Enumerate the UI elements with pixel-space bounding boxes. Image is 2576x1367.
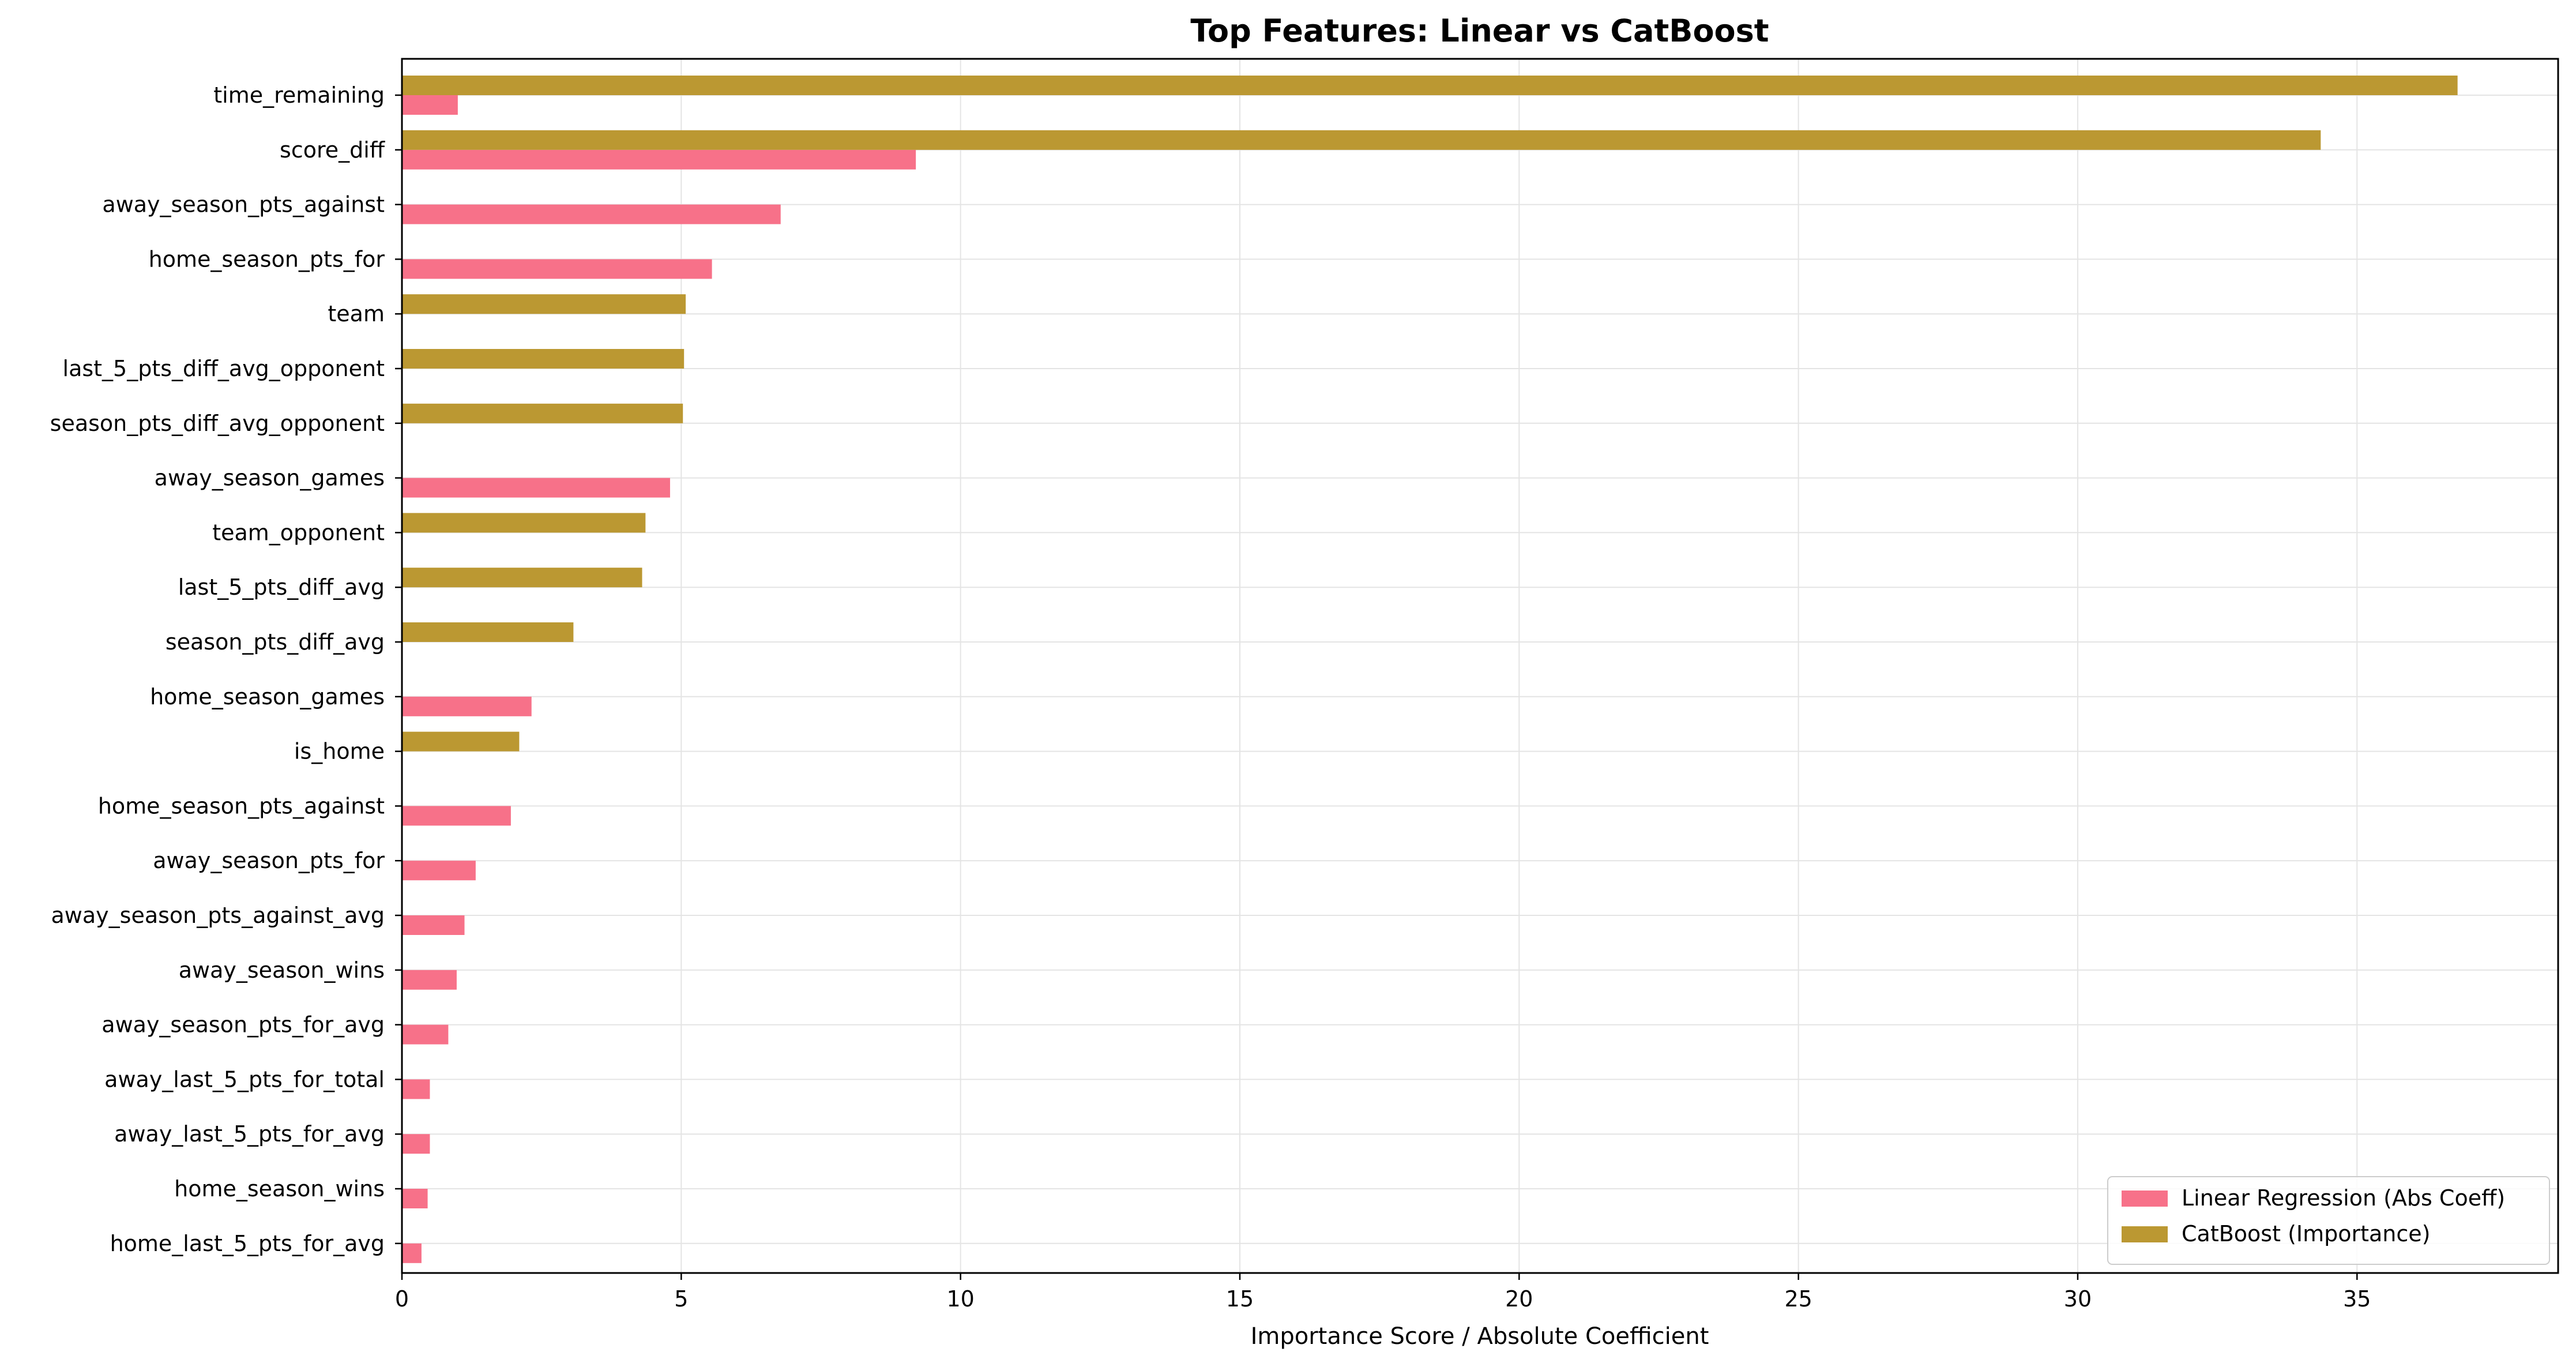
y-tick-label: home_season_wins <box>174 1176 385 1201</box>
x-tick-label: 0 <box>395 1286 409 1312</box>
bar-catboost <box>402 130 2321 150</box>
bar-linear <box>402 1243 422 1263</box>
y-tick-label: away_season_pts_against_avg <box>51 903 385 928</box>
y-tick-label: team <box>328 301 385 326</box>
y-tick-label: away_last_5_pts_for_avg <box>114 1121 385 1147</box>
bar-linear <box>402 970 457 990</box>
y-tick-label: last_5_pts_diff_avg_opponent <box>63 356 385 381</box>
bar-linear <box>402 1079 430 1099</box>
x-tick-label: 30 <box>2064 1286 2092 1312</box>
y-tick-label: time_remaining <box>213 82 385 108</box>
bar-linear <box>402 204 781 224</box>
x-tick-label: 20 <box>1505 1286 1533 1312</box>
x-axis-title: Importance Score / Absolute Coefficient <box>1251 1323 1709 1350</box>
legend-label: CatBoost (Importance) <box>2182 1221 2430 1246</box>
bar-linear <box>402 806 511 826</box>
bar-catboost <box>402 76 2458 95</box>
y-tick-label: away_season_games <box>155 465 385 491</box>
y-tick-label: home_season_games <box>150 684 385 709</box>
x-tick-label: 10 <box>946 1286 974 1312</box>
bar-catboost <box>402 349 685 369</box>
y-tick-label: away_season_pts_against <box>102 192 385 217</box>
y-tick-label: home_last_5_pts_for_avg <box>110 1231 385 1256</box>
bar-linear <box>402 478 670 498</box>
bar-linear <box>402 149 916 170</box>
x-axis: 0 5 10 15 20 25 30 35 <box>395 1273 2371 1312</box>
legend-swatch <box>2122 1191 2168 1207</box>
y-tick-label: season_pts_diff_avg <box>166 629 385 655</box>
bar-linear <box>402 259 712 279</box>
y-axis: time_remaining score_diff away_season_pts_… <box>50 82 402 1256</box>
bar-linear <box>402 1134 430 1154</box>
y-tick-label: away_season_pts_for_avg <box>101 1012 385 1038</box>
legend: Linear Regression (Abs Coeff) CatBoost (I… <box>2107 1176 2550 1265</box>
bar-catboost <box>402 513 646 533</box>
bar-catboost <box>402 294 686 314</box>
y-tick-label: away_last_5_pts_for_total <box>104 1066 385 1092</box>
plot-frame <box>401 58 2559 1274</box>
legend-swatch <box>2122 1226 2168 1242</box>
y-tick-label: team_opponent <box>212 520 385 545</box>
bar-linear <box>402 1189 428 1208</box>
bar-linear <box>402 915 465 935</box>
legend-box <box>2107 1176 2550 1265</box>
y-tick-label: score_diff <box>280 137 385 163</box>
y-tick-label: home_season_pts_against <box>98 793 385 818</box>
y-tick-label: last_5_pts_diff_avg <box>178 574 385 600</box>
x-tick-label: 5 <box>674 1286 688 1312</box>
y-tick-label: season_pts_diff_avg_opponent <box>50 411 385 436</box>
legend-label: Linear Regression (Abs Coeff) <box>2182 1185 2505 1211</box>
bar-linear <box>402 696 532 716</box>
y-tick-label: away_season_pts_for <box>153 848 385 873</box>
bar-catboost <box>402 568 642 588</box>
x-tick-label: 25 <box>1784 1286 1812 1312</box>
x-tick-label: 15 <box>1226 1286 1254 1312</box>
bar-catboost <box>402 622 574 642</box>
y-tick-label: home_season_pts_for <box>149 246 385 272</box>
bars <box>402 76 2458 1263</box>
bar-linear <box>402 1024 449 1045</box>
bar-linear <box>402 861 476 881</box>
bar-catboost <box>402 403 683 423</box>
x-tick-label: 35 <box>2343 1286 2371 1312</box>
y-tick-label: away_season_wins <box>179 957 385 983</box>
bar-linear <box>402 95 458 115</box>
y-tick-label: is_home <box>294 739 385 764</box>
chart-title: Top Features: Linear vs CatBoost <box>1190 13 1769 49</box>
bar-catboost <box>402 731 520 752</box>
